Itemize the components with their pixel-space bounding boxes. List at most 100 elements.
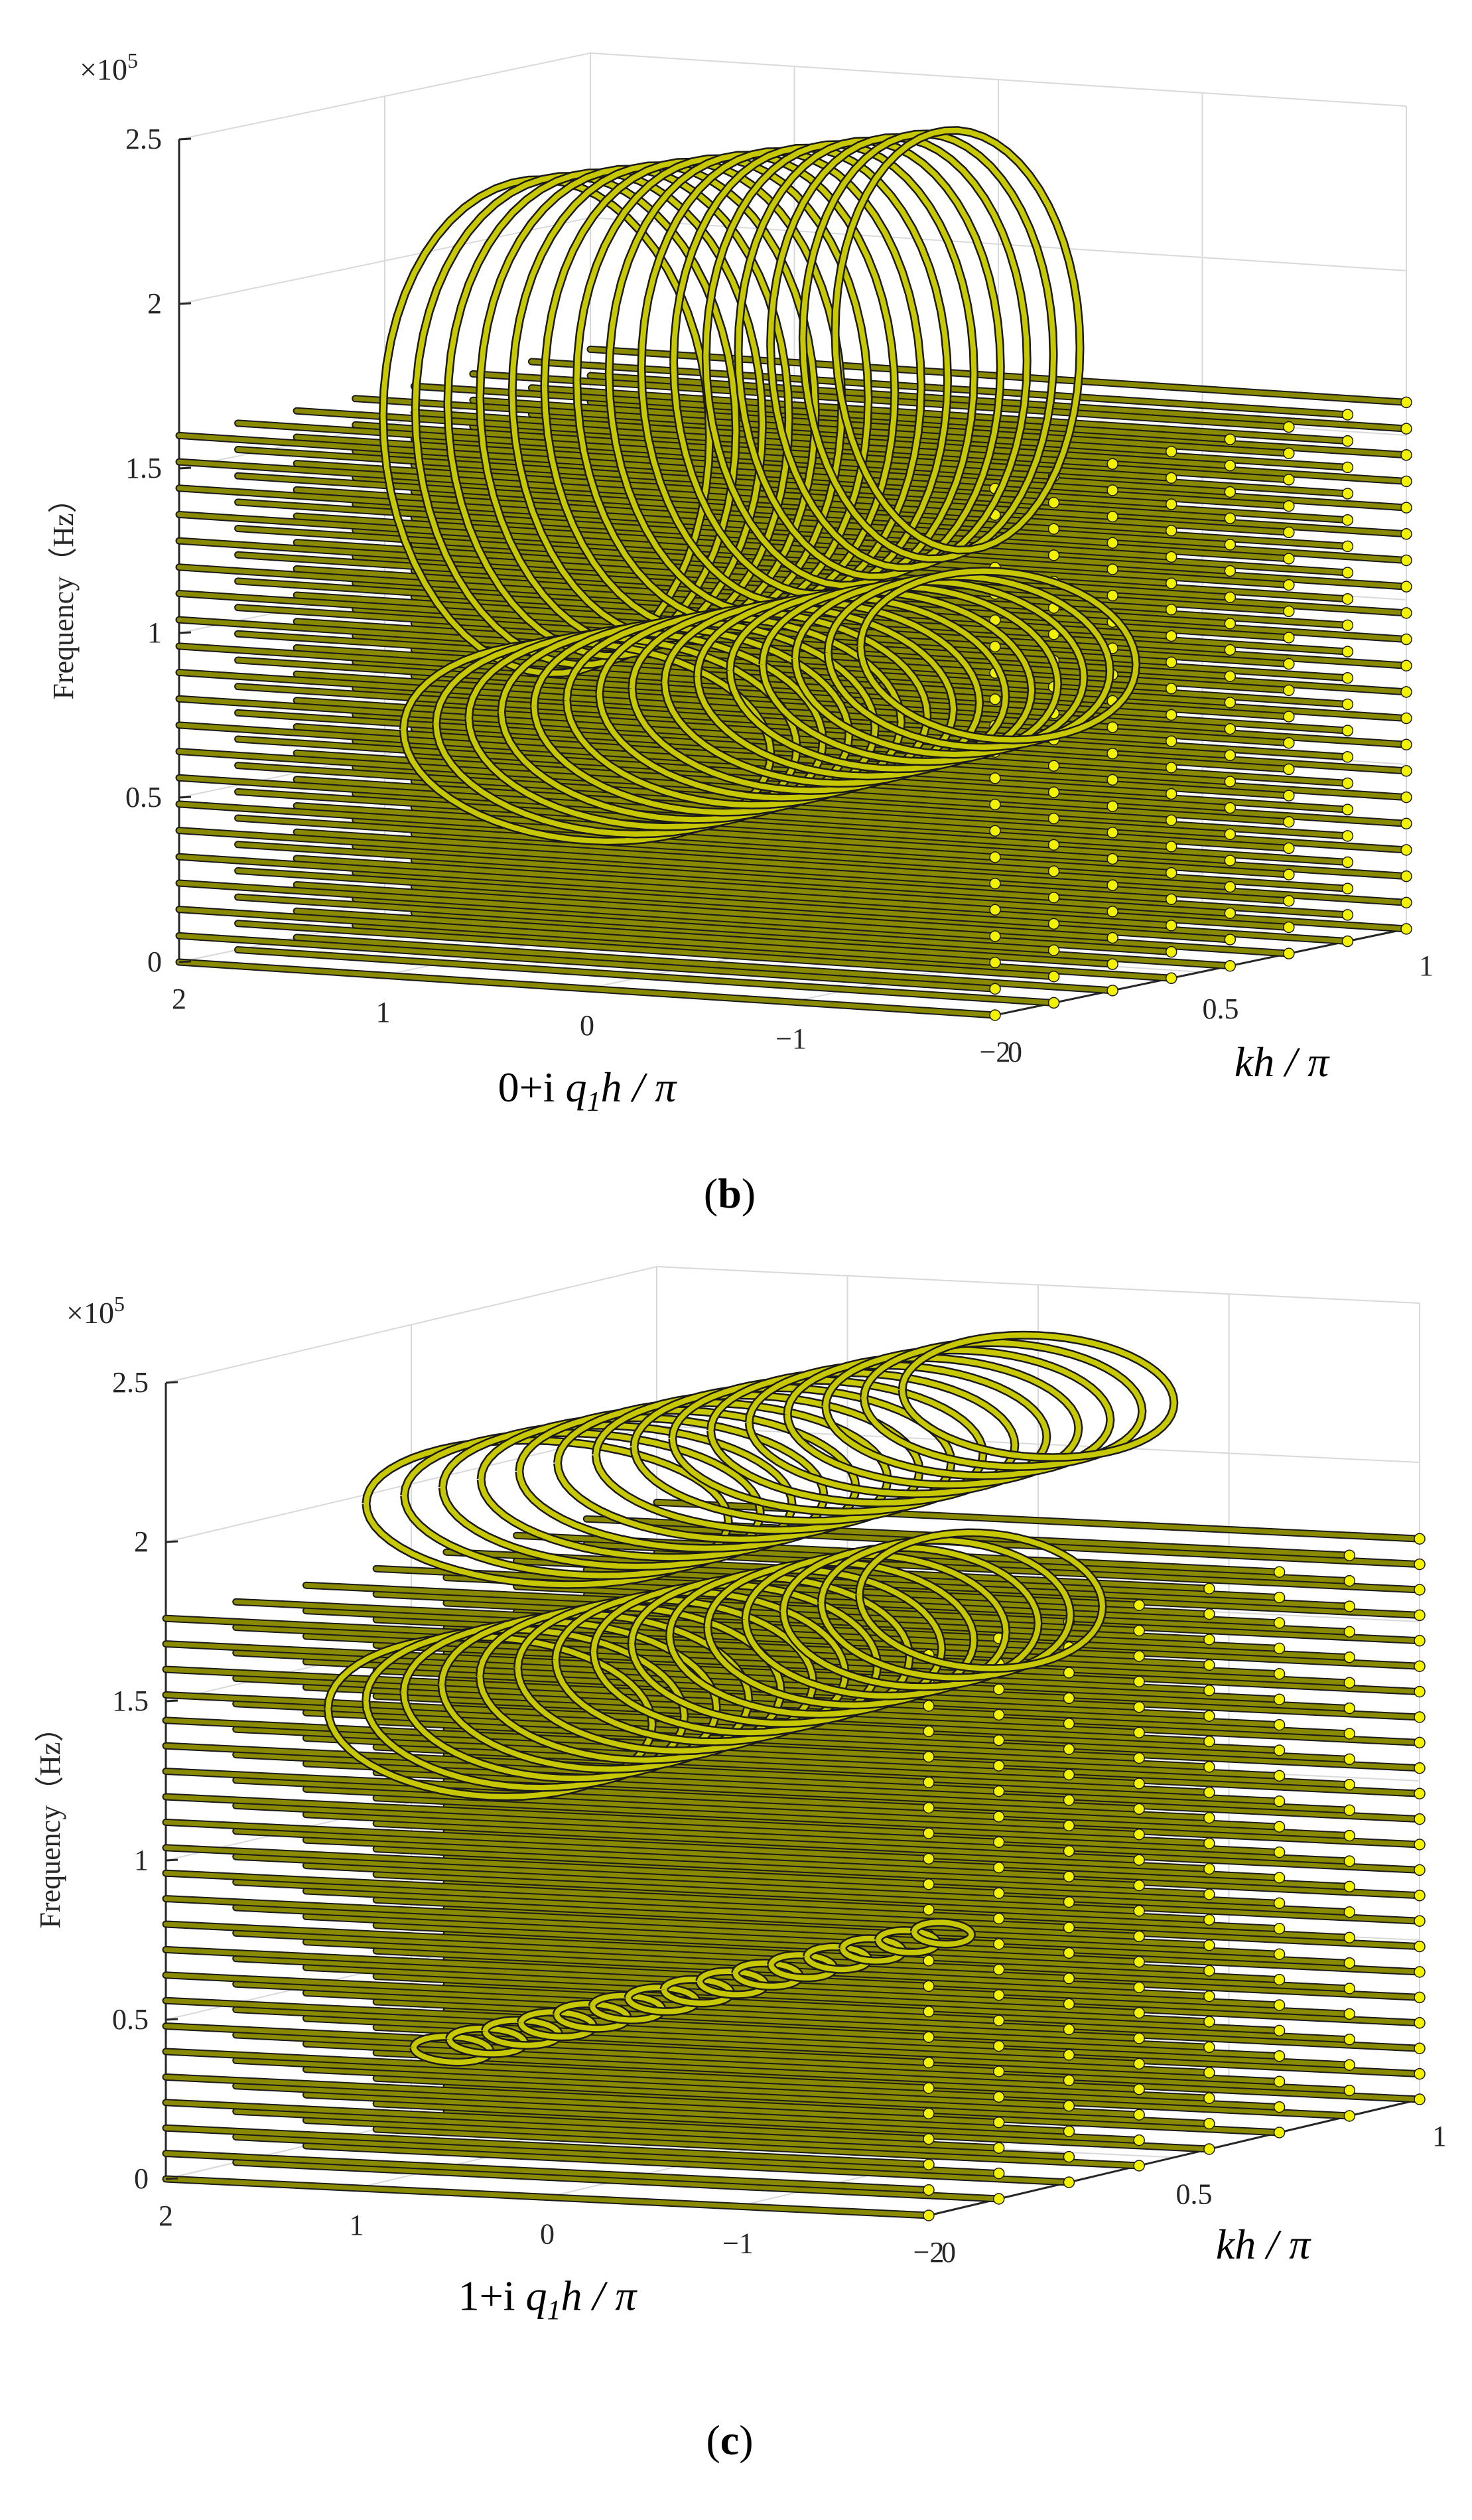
band-rod xyxy=(294,750,1115,809)
band-rod xyxy=(294,882,1115,940)
band-end-marker xyxy=(1273,1923,1286,1935)
band-end-marker xyxy=(1224,828,1237,841)
band-end-marker xyxy=(1414,2017,1426,2029)
band-end-marker xyxy=(1106,721,1118,733)
band-end-marker xyxy=(923,2082,935,2094)
band-end-marker xyxy=(992,1683,1005,1695)
band-end-marker xyxy=(1400,765,1412,777)
loop-curve xyxy=(800,131,1057,562)
band-rod xyxy=(303,2143,1071,2185)
band-rod xyxy=(234,1803,1002,1845)
band-end-marker xyxy=(923,1725,935,1738)
q-tick-label: −1 xyxy=(722,2227,754,2259)
band-end-marker xyxy=(1063,1819,1075,1832)
band-end-marker xyxy=(1133,1650,1145,1662)
chart-svg-b: 00.511.522.52 1 0 −1 −200.51×105Frequency（Hz… xyxy=(47,48,1434,1217)
band-end-marker xyxy=(1273,1591,1286,1604)
band-end-marker xyxy=(1165,472,1177,484)
band-end-marker xyxy=(1063,1922,1075,1933)
band-end-marker xyxy=(1133,1879,1145,1892)
band-rod xyxy=(163,1819,931,1861)
band-end-marker xyxy=(1063,2125,1075,2137)
band-rod xyxy=(176,907,998,965)
band-rod xyxy=(163,2151,931,2193)
band-end-marker xyxy=(1224,723,1237,735)
band-rod xyxy=(176,670,998,729)
z-tick-label: 2.5 xyxy=(112,1366,149,1399)
band-end-marker xyxy=(1133,1778,1145,1789)
band-rod xyxy=(294,803,1115,861)
band-rod xyxy=(373,1999,1142,2041)
band-rod xyxy=(163,1642,931,1683)
tick-labels: 00.511.522.52 1 0 −1 −200.51 xyxy=(125,123,1434,1068)
z-tick-label: 0.5 xyxy=(125,781,162,813)
exponent-power: 5 xyxy=(114,1292,125,1316)
band-end-marker xyxy=(1165,735,1177,747)
loop-curve xyxy=(911,1920,974,1947)
band-end-marker xyxy=(1414,1533,1426,1545)
band-end-marker xyxy=(1273,2075,1286,2087)
band-end-marker xyxy=(1400,396,1412,409)
z-tick-mark xyxy=(178,302,192,305)
band-end-marker xyxy=(1224,934,1237,945)
frequency-axis-label: Frequency（Hz） xyxy=(47,484,80,699)
band-end-marker xyxy=(1283,658,1295,670)
band-end-marker xyxy=(1273,2101,1286,2113)
band-end-marker xyxy=(989,825,1001,837)
loop-curve xyxy=(439,1612,752,1772)
k-axis-label: kh / π xyxy=(1216,2221,1311,2268)
z-tick-label: 0 xyxy=(134,2162,149,2195)
q-tick-label: 0 xyxy=(580,1009,594,1042)
band-end-marker xyxy=(1165,762,1177,774)
band-end-marker xyxy=(992,1785,1005,1797)
q-tick-label: 2 xyxy=(172,983,186,1015)
band-end-marker xyxy=(1165,945,1177,958)
band-end-marker xyxy=(923,2031,935,2043)
band-end-marker xyxy=(989,798,1001,811)
band-end-marker xyxy=(1133,1701,1145,1713)
band-end-marker xyxy=(1343,1549,1356,1561)
band-rod xyxy=(353,843,1174,902)
band-rod xyxy=(163,2049,931,2091)
band-end-marker xyxy=(1273,1642,1286,1655)
q-tick-label: 2 xyxy=(159,2200,173,2232)
band-rod xyxy=(411,805,1233,863)
band-end-marker xyxy=(1283,474,1295,486)
band-end-marker xyxy=(1165,709,1177,721)
band-end-marker xyxy=(1063,1947,1075,1959)
subfigure-label: (b) xyxy=(704,1170,756,1217)
loop-curve xyxy=(574,156,871,624)
band-rod xyxy=(294,724,1115,782)
band-end-marker xyxy=(1047,839,1060,851)
band-end-marker xyxy=(1106,800,1118,812)
band-end-marker xyxy=(1063,1692,1075,1705)
band-rod xyxy=(235,447,1057,506)
band-end-marker xyxy=(1414,1940,1426,1953)
band-end-marker xyxy=(1224,855,1237,867)
band-rod xyxy=(303,1710,1071,1752)
q-axis-label-prefix: 0+i xyxy=(498,1064,566,1111)
z-tick-mark xyxy=(178,796,192,799)
band-end-marker xyxy=(1343,1626,1356,1638)
band-end-marker xyxy=(1414,1584,1426,1596)
band-end-marker xyxy=(1203,1888,1215,1900)
band-rod xyxy=(234,1981,1002,2023)
band-end-marker xyxy=(1203,2016,1215,2028)
subfigure-paren-close: ) xyxy=(742,1170,756,1217)
band-end-marker xyxy=(1273,1668,1286,1680)
band-end-marker xyxy=(1273,1821,1286,1833)
band-end-marker xyxy=(1341,856,1354,869)
band-rod xyxy=(303,1837,1071,1879)
band-end-marker xyxy=(1273,1973,1286,1986)
q-axis-label-sub: 1 xyxy=(587,1087,601,1117)
q-axis-label-var: q xyxy=(566,1064,587,1111)
band-end-marker xyxy=(1203,1939,1215,1951)
band-end-marker xyxy=(1203,1659,1215,1671)
q-axis-label-var: q xyxy=(526,2273,547,2320)
z-tick-label: 1 xyxy=(147,616,162,649)
band-end-marker xyxy=(1063,2176,1075,2188)
band-rod xyxy=(373,1795,1142,1837)
band-rod xyxy=(234,1829,1002,1870)
band-end-marker xyxy=(992,2117,1005,2129)
z-tick-mark xyxy=(178,631,192,634)
